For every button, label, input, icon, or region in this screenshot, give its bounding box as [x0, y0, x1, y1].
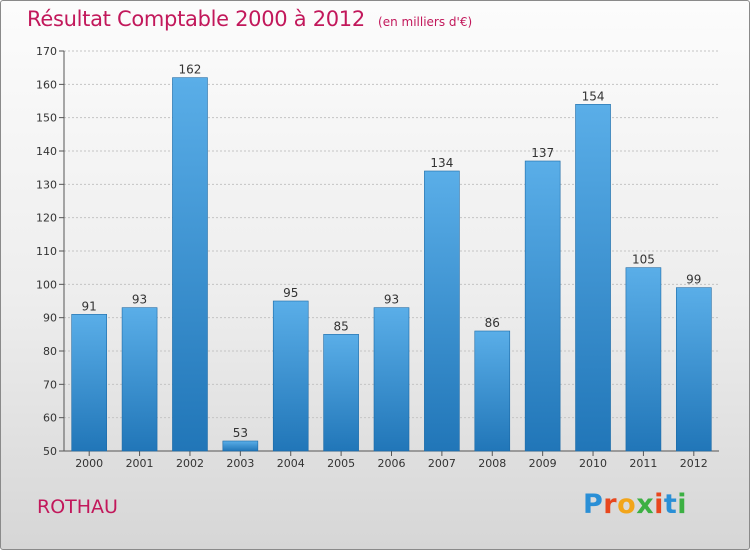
bar-2003 — [222, 440, 259, 452]
y-tick-label: 60 — [43, 412, 57, 425]
x-tick-label-2011: 2011 — [629, 457, 657, 470]
bars — [71, 77, 712, 452]
data-label-2012: 99 — [686, 273, 701, 287]
y-tick-label: 140 — [36, 145, 57, 158]
x-tick-label-2010: 2010 — [579, 457, 607, 470]
chart-title: Résultat Comptable 2000 à 2012 (en milli… — [27, 7, 472, 31]
y-tick-label: 120 — [36, 212, 57, 225]
data-label-2010: 154 — [582, 89, 605, 103]
x-tick-label-2002: 2002 — [176, 457, 204, 470]
y-tick-label: 70 — [43, 378, 57, 391]
bar-2008 — [474, 330, 511, 452]
bar-2000 — [71, 314, 107, 452]
bar-2007 — [424, 170, 460, 452]
x-tick-label-2006: 2006 — [378, 457, 406, 470]
data-label-2011: 105 — [632, 253, 655, 267]
y-tick-label: 170 — [36, 45, 57, 58]
bar-2002 — [172, 77, 208, 452]
y-tick-label: 130 — [36, 178, 57, 191]
y-tick-label: 90 — [43, 312, 57, 325]
bar-2009 — [524, 160, 561, 452]
data-labels: 91 93 162 53 95 85 93 134 86 137 154 105 99 — [82, 63, 702, 440]
y-tick-label: 150 — [36, 112, 57, 125]
data-label-2006: 93 — [384, 293, 399, 307]
x-tick-label-2003: 2003 — [226, 457, 254, 470]
data-label-2001: 93 — [132, 293, 147, 307]
data-label-2009: 137 — [531, 146, 554, 160]
data-label-2004: 95 — [283, 286, 298, 300]
x-tick-label-2000: 2000 — [75, 457, 103, 470]
logo-letter: i — [677, 489, 688, 520]
x-tick-label-2008: 2008 — [478, 457, 506, 470]
logo-letter: x — [636, 489, 655, 520]
bar-2004 — [272, 300, 309, 452]
y-tick-label: 80 — [43, 345, 57, 358]
data-label-2007: 134 — [430, 156, 453, 170]
logo-letter: r — [603, 489, 618, 520]
data-label-2002: 162 — [179, 63, 202, 77]
chart-title-text: Résultat Comptable 2000 à 2012 — [27, 7, 365, 31]
bar-2006 — [373, 307, 410, 452]
bar-2011 — [625, 267, 662, 452]
bar-2001 — [121, 307, 158, 452]
bar-2010 — [575, 104, 611, 452]
axes: 50 60 70 80 90 100 110 120 130 140 150 160 170 2000 20… — [36, 45, 719, 470]
x-tick-label-2004: 2004 — [277, 457, 305, 470]
data-label-2003: 53 — [233, 426, 248, 440]
logo-letter: i — [654, 489, 664, 520]
bar-2012 — [676, 287, 712, 452]
proxiti-logo: Proxiti — [583, 489, 687, 520]
y-tick-label: 160 — [36, 78, 57, 91]
logo-letter: o — [617, 489, 637, 520]
data-label-2008: 86 — [485, 316, 500, 330]
place-name: ROTHAU — [37, 496, 118, 518]
logo-letter: P — [583, 489, 604, 520]
x-tick-label-2009: 2009 — [529, 457, 557, 470]
x-tick-label-2007: 2007 — [428, 457, 456, 470]
x-tick-label-2005: 2005 — [327, 457, 355, 470]
x-tick-label-2012: 2012 — [680, 457, 708, 470]
x-tick-label-2001: 2001 — [126, 457, 154, 470]
data-label-2005: 85 — [333, 319, 348, 333]
bar-2005 — [323, 334, 359, 452]
y-tick-label: 100 — [36, 278, 57, 291]
y-tick-label: 50 — [43, 445, 57, 458]
logo-letter: t — [663, 489, 678, 520]
y-tick-label: 110 — [36, 245, 57, 258]
data-label-2000: 91 — [82, 299, 97, 313]
chart-subtitle: (en milliers d'€) — [378, 15, 473, 29]
